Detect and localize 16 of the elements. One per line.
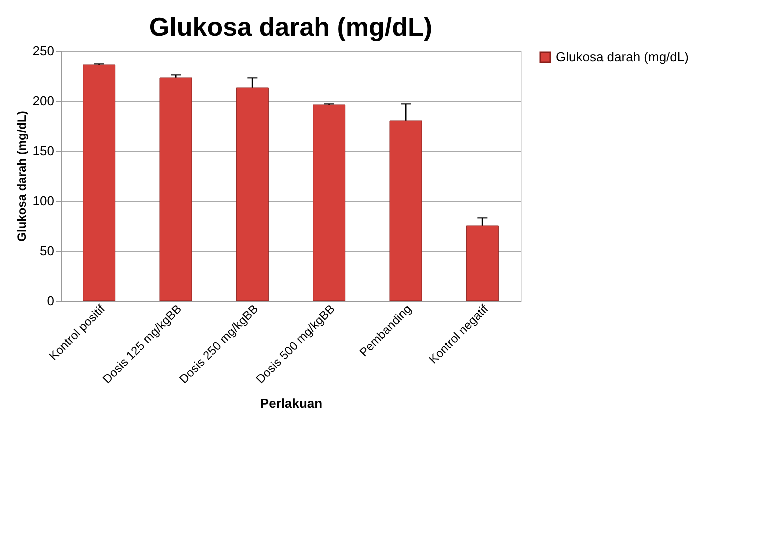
y-tick-label: 200 xyxy=(32,94,54,108)
bar xyxy=(160,78,192,302)
y-axis-title: Glukosa darah (mg/dL) xyxy=(14,111,29,242)
y-tick-label: 250 xyxy=(32,44,54,58)
y-tick-label: 100 xyxy=(32,194,54,208)
y-tick-label: 50 xyxy=(40,244,54,258)
y-tick-label: 150 xyxy=(32,144,54,158)
bar xyxy=(313,104,346,302)
bar xyxy=(236,88,269,302)
chart-title: Glukosa darah (mg/dL) xyxy=(149,12,433,42)
legend-label: Glukosa darah (mg/dL) xyxy=(556,50,689,64)
x-axis-title: Perlakuan xyxy=(260,396,323,411)
bar xyxy=(466,226,499,302)
bar xyxy=(390,120,422,302)
y-tick-label: 0 xyxy=(47,294,54,308)
bar xyxy=(83,64,116,302)
